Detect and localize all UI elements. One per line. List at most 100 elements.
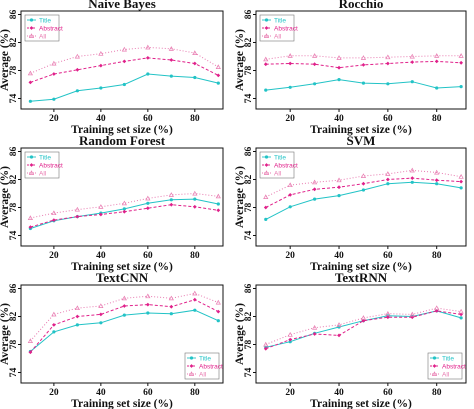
data-point	[385, 171, 391, 176]
data-point	[169, 74, 173, 78]
data-point	[192, 290, 198, 296]
data-point	[435, 86, 439, 90]
data-point	[312, 332, 317, 336]
data-point	[361, 188, 366, 192]
legend-marker	[29, 26, 34, 30]
data-point	[216, 202, 220, 206]
data-point	[75, 323, 79, 327]
data-point	[51, 72, 56, 76]
data-point	[410, 180, 414, 184]
data-point	[146, 311, 150, 315]
data-point	[169, 198, 173, 202]
data-point	[169, 202, 174, 207]
y-tick-label: 78	[244, 340, 254, 350]
data-point	[192, 190, 198, 196]
data-point	[99, 86, 103, 90]
data-point	[122, 59, 127, 64]
y-tick-label: 86	[9, 284, 19, 294]
data-point	[168, 192, 174, 197]
data-point	[434, 169, 440, 175]
data-point	[121, 200, 127, 206]
x-tick-label: 60	[383, 251, 393, 261]
data-point	[458, 173, 464, 179]
data-point	[28, 80, 33, 85]
x-tick-label: 20	[285, 114, 295, 124]
y-tick-label: 78	[9, 66, 19, 76]
y-tick-label: 82	[9, 175, 19, 185]
x-axis-label: Training set size (%)	[71, 124, 173, 136]
data-point	[122, 209, 127, 214]
data-point	[122, 82, 126, 87]
y-tick-label: 74	[244, 231, 254, 241]
data-point	[215, 64, 221, 69]
y-tick-label: 86	[244, 147, 254, 157]
data-point	[337, 185, 341, 190]
y-axis-label: Average (%)	[234, 303, 246, 365]
panel-title: Naive Bayes	[88, 0, 156, 11]
x-tick-label: 80	[432, 251, 442, 261]
x-tick-label: 20	[285, 388, 295, 398]
y-tick-label: 82	[9, 38, 19, 48]
data-point	[312, 53, 318, 58]
data-point	[263, 194, 269, 199]
data-point	[169, 304, 174, 309]
data-point	[434, 305, 440, 311]
data-point	[385, 315, 390, 320]
data-point	[410, 60, 415, 64]
legend-label: Title	[39, 154, 51, 161]
data-point	[337, 325, 341, 329]
series-line	[265, 79, 462, 91]
x-tick-label: 20	[285, 251, 295, 261]
series-line	[30, 299, 219, 353]
data-point	[192, 50, 198, 55]
y-tick-label: 78	[9, 340, 19, 350]
data-point	[98, 50, 104, 56]
legend-label: Abstract	[39, 162, 63, 169]
data-point	[28, 225, 33, 229]
data-point	[312, 324, 318, 330]
data-point	[146, 72, 150, 76]
x-axis-label: Training set size (%)	[310, 398, 412, 409]
chart-panel: TextRNN 74 78 82 86 20 40 60 80 Training set size…	[234, 270, 467, 409]
data-point	[216, 81, 220, 85]
plot-frame	[20, 10, 224, 110]
data-point	[263, 56, 269, 62]
data-point	[98, 63, 103, 68]
data-point	[336, 322, 342, 327]
data-point	[145, 44, 151, 50]
panel-title: Random Forest	[79, 133, 166, 148]
data-point	[312, 187, 317, 192]
x-tick-label: 60	[143, 388, 153, 398]
data-point	[74, 206, 80, 212]
data-point	[459, 186, 463, 190]
plot-frame	[255, 284, 467, 384]
legend-label: All	[199, 371, 207, 378]
data-point	[312, 179, 318, 185]
data-point	[360, 55, 367, 60]
legend-marker	[28, 170, 35, 175]
data-point	[192, 297, 197, 302]
y-axis-label: Average (%)	[0, 303, 11, 365]
x-tick-label: 40	[334, 388, 344, 398]
data-point	[51, 311, 57, 317]
x-tick-label: 80	[432, 114, 442, 124]
data-point	[337, 333, 341, 338]
x-axis-label: Training set size (%)	[71, 398, 173, 409]
data-point	[193, 308, 197, 312]
x-tick-label: 20	[49, 114, 59, 124]
data-point	[263, 346, 268, 351]
panel-title: SVM	[347, 133, 376, 148]
data-point	[288, 205, 292, 209]
data-point	[28, 99, 32, 103]
data-point	[458, 308, 464, 314]
x-tick-label: 40	[96, 251, 106, 261]
legend-marker	[432, 364, 437, 368]
x-tick-label: 80	[432, 388, 442, 398]
y-tick-label: 82	[9, 312, 19, 322]
chart-panel: Random Forest 74 78 82 86 20 40 60 80 Training se…	[0, 133, 224, 273]
x-tick-label: 40	[96, 388, 106, 398]
y-tick-label: 86	[9, 10, 19, 20]
x-tick-label: 60	[383, 114, 393, 124]
